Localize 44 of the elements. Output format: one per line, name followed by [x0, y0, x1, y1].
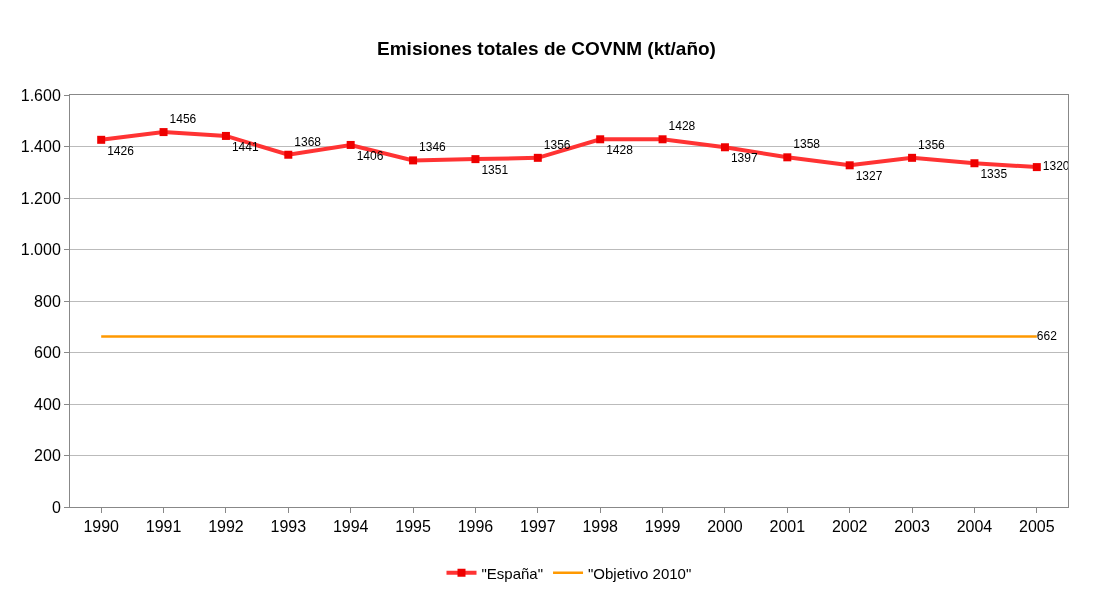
- y-tick-label: 0: [51, 498, 61, 516]
- x-tick-label: 1992: [208, 518, 244, 536]
- x-tick-label: 1991: [145, 518, 182, 536]
- x-tick-label: 1990: [83, 518, 120, 536]
- chart-title: Emisiones totales de COVNM (kt/año): [377, 38, 716, 60]
- y-tick-label: 800: [34, 292, 61, 310]
- data-label: 1356: [543, 137, 571, 152]
- data-label: 1456: [169, 112, 197, 127]
- data-label: 1428: [606, 143, 634, 158]
- x-tick-label: 1997: [520, 518, 556, 536]
- data-label: 1327: [855, 169, 883, 184]
- x-tick-label: 2005: [1019, 518, 1055, 536]
- x-tick-label: 1996: [457, 518, 494, 536]
- data-label: 1428: [668, 119, 696, 134]
- y-tick-label: 200: [34, 447, 61, 465]
- data-label: 1356: [918, 137, 946, 152]
- data-label: 1335: [980, 167, 1008, 182]
- x-tick-label: 2001: [769, 518, 806, 536]
- y-tick-label: 600: [34, 344, 61, 362]
- x-tick-label: 1994: [332, 518, 369, 536]
- legend-label: "Objetivo 2010": [588, 564, 692, 582]
- y-tick-label: 1.600: [20, 86, 61, 104]
- x-tick-label: 1999: [644, 518, 681, 536]
- x-tick-label: 2004: [956, 518, 993, 536]
- x-tick-label: 2000: [707, 518, 743, 536]
- y-tick-label: 400: [34, 395, 61, 413]
- data-label: 662: [1036, 328, 1058, 343]
- data-label: 1351: [481, 163, 509, 178]
- data-label: 1346: [419, 140, 447, 155]
- data-label: 1397: [730, 151, 758, 166]
- x-tick-label: 2003: [894, 518, 930, 536]
- x-tick-label: 1995: [395, 518, 431, 536]
- y-tick-label: 1.200: [20, 189, 61, 207]
- x-tick-label: 2002: [831, 518, 868, 536]
- data-label: 1406: [356, 148, 384, 163]
- data-label: 1441: [231, 139, 259, 154]
- data-label: 1358: [793, 137, 821, 152]
- data-label: 1426: [107, 143, 135, 158]
- x-tick-label: 1998: [582, 518, 619, 536]
- data-label: 1368: [294, 134, 322, 149]
- legend-label: "España": [481, 564, 544, 582]
- y-tick-label: 1.000: [20, 241, 61, 259]
- x-tick-label: 1993: [270, 518, 307, 536]
- y-tick-label: 1.400: [20, 138, 61, 156]
